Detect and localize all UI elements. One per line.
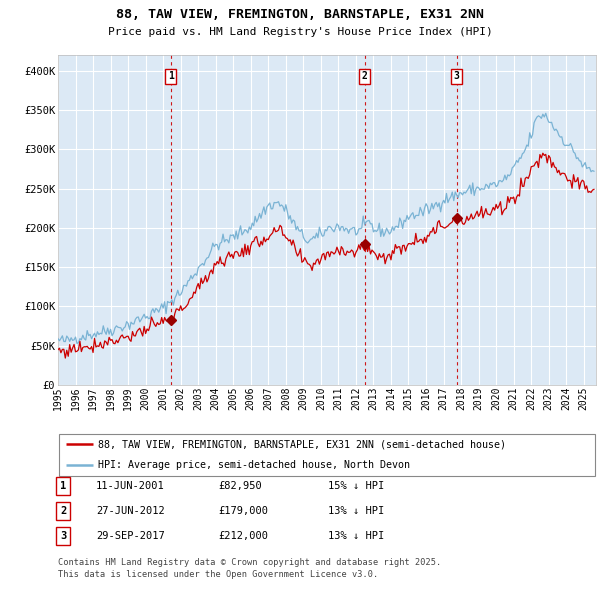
Text: This data is licensed under the Open Government Licence v3.0.: This data is licensed under the Open Gov… (58, 570, 378, 579)
Text: 15% ↓ HPI: 15% ↓ HPI (328, 481, 384, 491)
Text: 1: 1 (60, 481, 66, 491)
Text: 13% ↓ HPI: 13% ↓ HPI (328, 506, 384, 516)
Text: 13% ↓ HPI: 13% ↓ HPI (328, 531, 384, 541)
Text: £82,950: £82,950 (218, 481, 262, 491)
Text: 29-SEP-2017: 29-SEP-2017 (96, 531, 165, 541)
Text: 3: 3 (60, 531, 66, 541)
Text: 11-JUN-2001: 11-JUN-2001 (96, 481, 165, 491)
Text: 2: 2 (362, 71, 367, 81)
Text: £212,000: £212,000 (218, 531, 268, 541)
FancyBboxPatch shape (59, 434, 595, 476)
Text: 2: 2 (60, 506, 66, 516)
Text: 88, TAW VIEW, FREMINGTON, BARNSTAPLE, EX31 2NN: 88, TAW VIEW, FREMINGTON, BARNSTAPLE, EX… (116, 8, 484, 21)
Text: HPI: Average price, semi-detached house, North Devon: HPI: Average price, semi-detached house,… (98, 460, 410, 470)
Text: 27-JUN-2012: 27-JUN-2012 (96, 506, 165, 516)
Text: £179,000: £179,000 (218, 506, 268, 516)
Text: 88, TAW VIEW, FREMINGTON, BARNSTAPLE, EX31 2NN (semi-detached house): 88, TAW VIEW, FREMINGTON, BARNSTAPLE, EX… (98, 440, 506, 450)
Text: Contains HM Land Registry data © Crown copyright and database right 2025.: Contains HM Land Registry data © Crown c… (58, 558, 441, 567)
Text: 1: 1 (168, 71, 174, 81)
Text: Price paid vs. HM Land Registry's House Price Index (HPI): Price paid vs. HM Land Registry's House … (107, 27, 493, 37)
Text: 3: 3 (454, 71, 460, 81)
